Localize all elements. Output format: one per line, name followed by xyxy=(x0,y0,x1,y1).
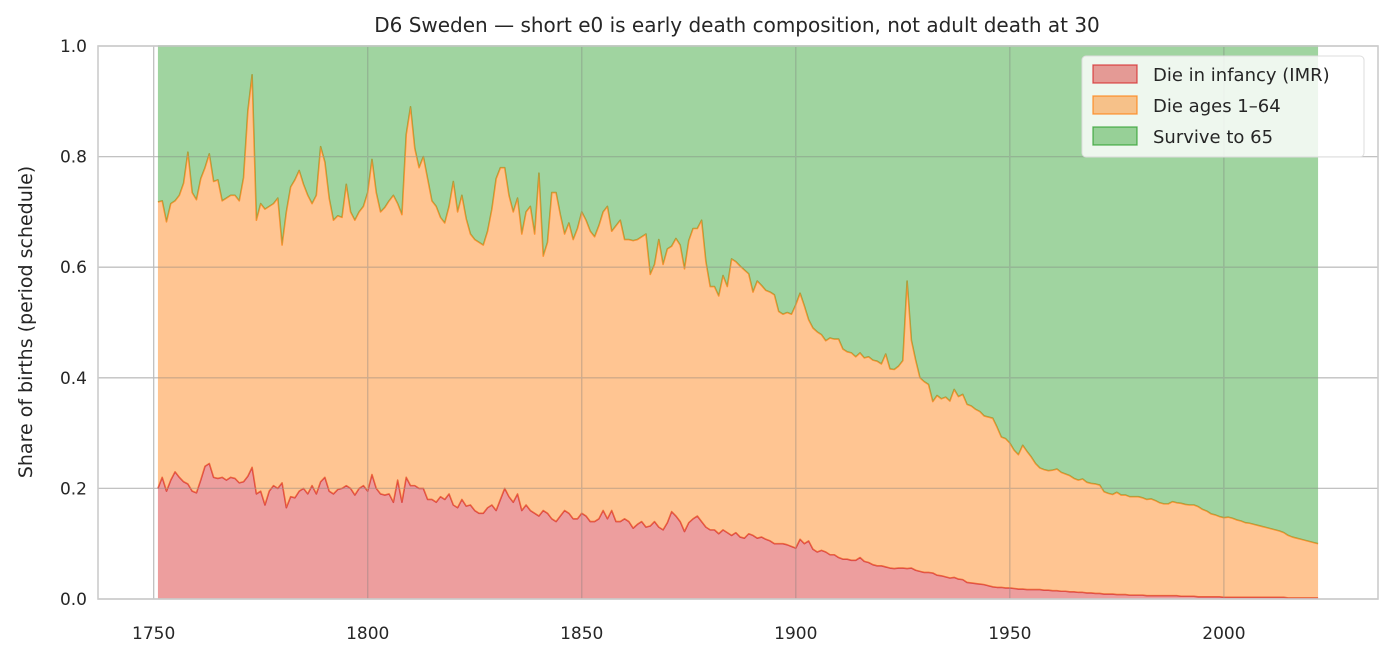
legend-box xyxy=(1081,55,1365,158)
area-die-ages-1-64 xyxy=(157,74,1319,598)
y-tick-label: 0.2 xyxy=(60,479,87,499)
area-survive-to-65 xyxy=(157,46,1319,544)
x-axis-ticks: 1750 1800 1850 1900 1950 2000 xyxy=(132,624,1245,644)
y-tick-label: 0.0 xyxy=(60,590,87,610)
area-die-in-infancy-imr xyxy=(157,463,1319,599)
stacked-areas xyxy=(157,45,1319,599)
x-tick-label: 1850 xyxy=(560,624,603,644)
legend-label-infancy: Die in infancy (IMR) xyxy=(1153,65,1330,86)
grid xyxy=(98,45,1378,600)
y-axis-title: Share of births (period schedule) xyxy=(15,166,37,478)
y-tick-label: 0.6 xyxy=(60,258,87,278)
legend-swatch-survive xyxy=(1092,126,1138,146)
x-tick-label: 1950 xyxy=(988,624,1031,644)
y-axis-ticks: 0.0 0.2 0.4 0.6 0.8 1.0 xyxy=(60,37,87,610)
chart-title: D6 Sweden — short e0 is early death comp… xyxy=(374,13,1100,37)
line-die-ages-1-64 xyxy=(157,73,1319,545)
legend-label-survive: Survive to 65 xyxy=(1153,127,1273,148)
legend-swatch-infancy xyxy=(1092,64,1138,84)
x-tick-label: 1800 xyxy=(346,624,389,644)
x-tick-label: 1750 xyxy=(132,624,175,644)
legend-swatch-ages xyxy=(1092,95,1138,115)
plot-frame xyxy=(97,45,1379,600)
legend-label-ages: Die ages 1–64 xyxy=(1153,96,1281,117)
y-tick-label: 0.4 xyxy=(60,369,87,389)
y-tick-label: 0.8 xyxy=(60,148,87,168)
x-tick-label: 2000 xyxy=(1202,624,1245,644)
legend: Die in infancy (IMR) Die ages 1–64 Survi… xyxy=(1081,55,1365,158)
line-die-in-infancy-imr xyxy=(157,462,1319,599)
y-tick-label: 1.0 xyxy=(60,37,87,57)
x-tick-label: 1900 xyxy=(774,624,817,644)
